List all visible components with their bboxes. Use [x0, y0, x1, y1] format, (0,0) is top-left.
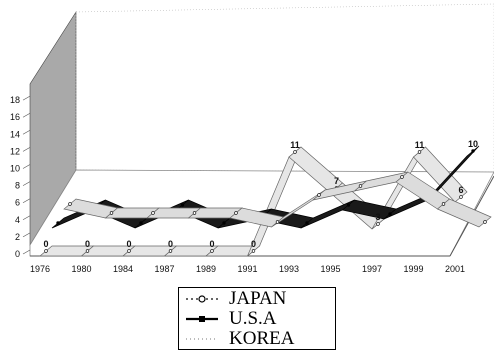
data-point [192, 211, 197, 215]
data-point [346, 203, 351, 207]
x-axis-ticks: 1976 1980 1984 1987 1989 1991 1993 1995 1997 1999… [30, 264, 465, 274]
data-point [471, 149, 475, 153]
ribbon-segment [436, 198, 492, 228]
y-tick-label: 10 [10, 164, 20, 174]
data-label: 3 [375, 212, 380, 222]
legend-label-usa: U.S.A [229, 308, 277, 329]
data-point [109, 211, 114, 215]
y-tick-label: 8 [15, 181, 20, 191]
data-point [400, 175, 404, 179]
data-point [68, 202, 72, 206]
data-label: 0 [168, 239, 173, 249]
data-label: 7 [334, 176, 339, 186]
y-tick-label: 12 [10, 146, 20, 156]
legend-key-usa [186, 316, 218, 322]
x-tick-label: 1987 [154, 264, 174, 274]
legend-item-japan: JAPAN [179, 289, 335, 309]
y-tick-mark [22, 95, 31, 101]
back-wall [75, 3, 494, 173]
data-point [388, 212, 392, 216]
data-label: 11 [290, 140, 300, 150]
y-tick-mark [22, 130, 31, 135]
data-point [210, 249, 214, 253]
data-label: 6 [458, 185, 463, 195]
data-label: 0 [209, 239, 214, 249]
data-point [358, 184, 363, 188]
data-point [44, 249, 48, 253]
data-point [293, 150, 297, 154]
y-tick-label: 14 [10, 129, 20, 139]
y-tick-label: 4 [15, 215, 20, 225]
x-tick-label: 1993 [279, 264, 299, 274]
data-label: 10 [468, 139, 478, 149]
data-point [127, 249, 131, 253]
data-point [483, 220, 487, 224]
legend-label-japan: JAPAN [229, 288, 287, 309]
data-label: 0 [85, 239, 90, 249]
legend-item-usa: U.S.A [179, 309, 335, 329]
x-tick-label: 1997 [362, 264, 382, 274]
data-point [251, 249, 256, 253]
data-point [441, 202, 446, 206]
data-label: 0 [251, 239, 256, 249]
y-tick-mark [22, 181, 31, 186]
data-point [85, 249, 90, 253]
y-tick-mark [22, 147, 31, 152]
x-tick-label: 1989 [196, 264, 216, 274]
data-point [317, 193, 321, 197]
y-tick-label: 6 [15, 198, 20, 208]
y-tick-mark [22, 249, 31, 255]
data-point [180, 203, 185, 207]
series-ribbons [39, 145, 492, 257]
data-labels: 0 0 0 0 0 0 11 7 3 11 6 10 [43, 139, 478, 249]
data-point [459, 195, 463, 199]
x-tick-label: 1995 [320, 264, 340, 274]
y-tick-mark [22, 198, 31, 203]
data-point [305, 221, 309, 225]
x-tick-label: 1976 [30, 264, 50, 274]
y-axis-ticks: 0 2 4 6 8 10 12 14 16 18 [10, 95, 31, 259]
data-point [222, 221, 226, 225]
x-tick-label: 1980 [71, 264, 91, 274]
x-tick-label: 2001 [445, 264, 465, 274]
data-point [275, 220, 280, 224]
data-point [139, 221, 143, 225]
legend-label-korea: KOREA [229, 328, 295, 349]
x-tick-label: 1991 [237, 264, 257, 274]
legend-key-korea [186, 338, 218, 340]
x-tick-label: 1984 [113, 264, 133, 274]
y-tick-label: 16 [10, 112, 20, 122]
y-tick-label: 18 [10, 95, 20, 105]
y-tick-mark [22, 112, 31, 118]
data-point [168, 249, 173, 253]
data-point [376, 222, 380, 226]
y-tick-mark [22, 164, 31, 169]
y-tick-label: 0 [15, 249, 20, 259]
data-point [151, 211, 155, 215]
data-point [417, 150, 422, 154]
data-label: 0 [126, 239, 131, 249]
legend: JAPAN U.S.A KOREA [178, 287, 336, 350]
legend-key-japan [186, 295, 218, 303]
y-tick-mark [22, 232, 31, 238]
data-point [234, 211, 238, 215]
y-tick-mark [22, 215, 31, 221]
data-label: 11 [415, 140, 425, 150]
data-point [56, 221, 60, 225]
legend-item-korea: KOREA [179, 329, 335, 349]
y-tick-label: 2 [15, 232, 20, 242]
series-japan [63, 171, 492, 228]
x-tick-label: 1999 [403, 264, 423, 274]
data-label: 0 [43, 239, 48, 249]
